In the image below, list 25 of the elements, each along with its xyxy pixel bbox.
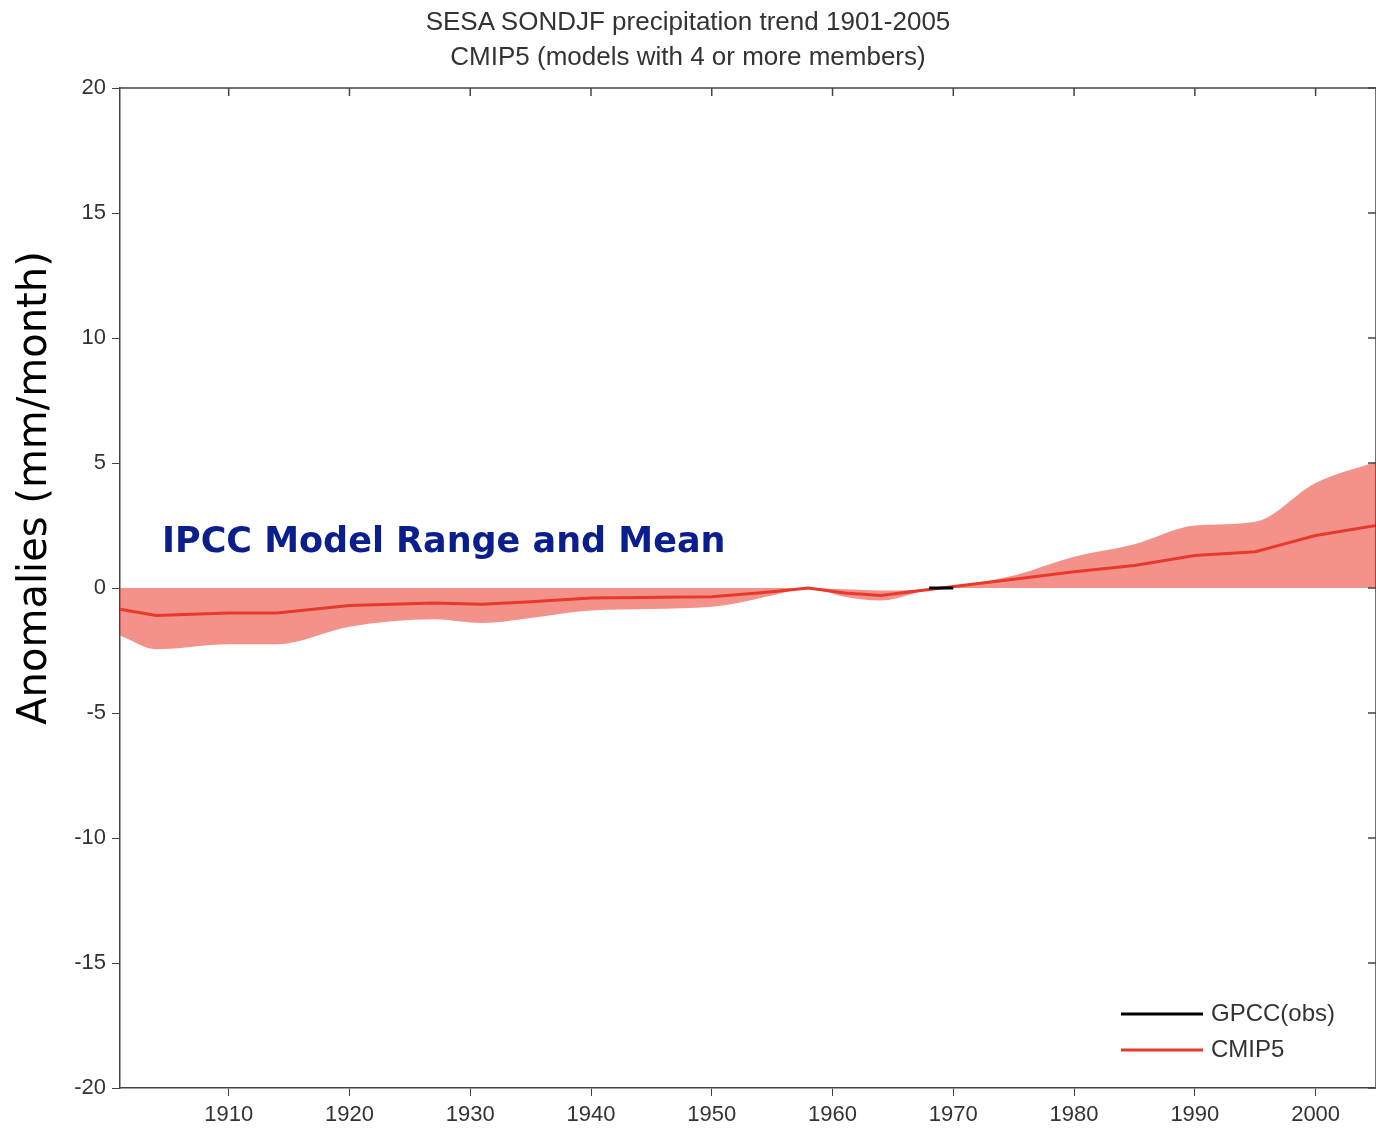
- y-tick-label: -20: [74, 1074, 106, 1100]
- y-tick-label: -5: [86, 699, 106, 725]
- y-tick-label: 20: [81, 74, 106, 100]
- x-tick-label: 1950: [687, 1101, 737, 1127]
- x-tick-label: 1930: [445, 1101, 495, 1127]
- x-tick-label: 1940: [566, 1101, 616, 1127]
- y-axis-title: Anomalies (mm/month): [9, 251, 56, 725]
- x-tick-label: 1970: [928, 1101, 978, 1127]
- legend-label: CMIP5: [1211, 1034, 1285, 1062]
- x-tick-label: 2000: [1291, 1101, 1341, 1127]
- annotation: IPCC Model Range and Mean: [162, 520, 726, 561]
- x-tick-label: 1980: [1049, 1101, 1099, 1127]
- x-tick-label: 1910: [204, 1101, 254, 1127]
- y-tick-label: 10: [81, 324, 106, 350]
- y-tick-label: -10: [74, 824, 106, 850]
- x-tick-label: 1920: [324, 1101, 374, 1127]
- legend-label: GPCC(obs): [1211, 998, 1336, 1026]
- y-tick-label: 5: [93, 449, 106, 475]
- x-tick-label: 1990: [1170, 1101, 1220, 1127]
- y-tick-label: 15: [81, 199, 106, 225]
- chart-title: SESA SONDJF precipitation trend 1901-2005: [424, 5, 952, 38]
- y-tick-label: -15: [74, 949, 106, 975]
- x-tick-label: 1960: [808, 1101, 858, 1127]
- chart-subtitle: CMIP5 (models with 4 or more members): [449, 40, 927, 73]
- y-tick-label: 0: [93, 574, 106, 600]
